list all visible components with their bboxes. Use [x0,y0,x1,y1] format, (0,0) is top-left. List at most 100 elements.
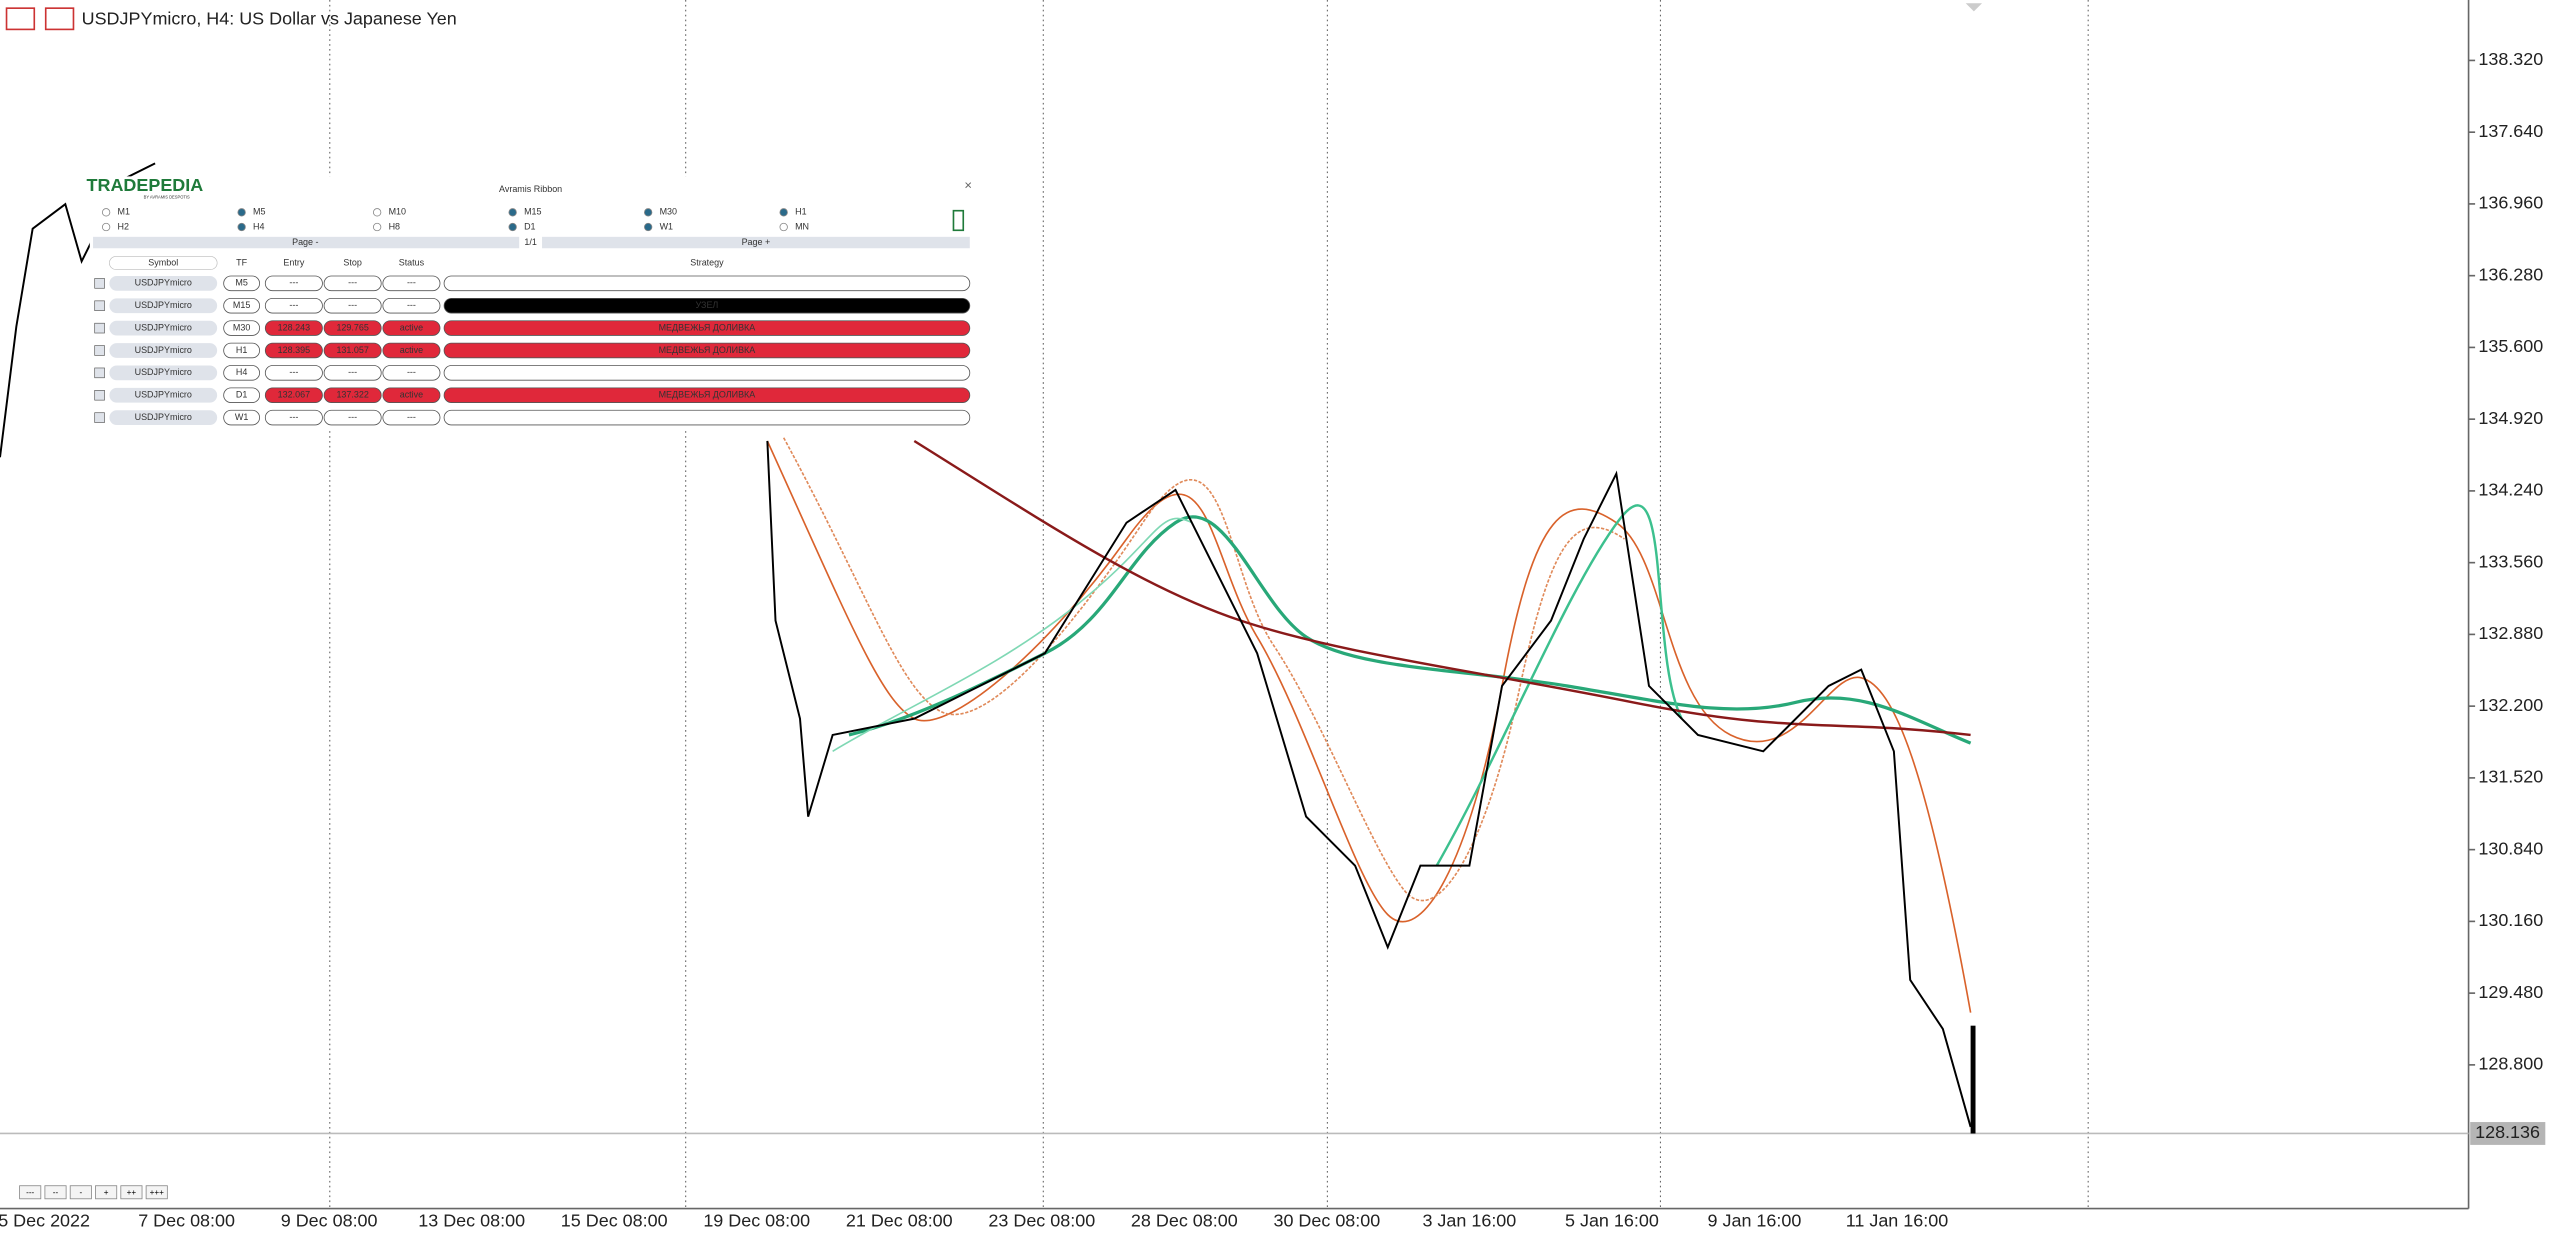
zoom-button-label[interactable]: -- [53,1188,59,1197]
menu-icon[interactable] [5,7,36,31]
row-icon[interactable] [94,322,105,334]
timeframe-radio[interactable] [101,208,111,217]
entry-text: --- [289,278,298,288]
page-next-button[interactable] [542,236,970,249]
timeframe-label[interactable]: D1 [524,221,535,231]
strategy-text: УЗЕЛ [696,300,719,310]
zoom-button-label[interactable]: + [104,1188,109,1197]
status-cell [382,365,441,381]
panel-close[interactable]: × [964,178,972,193]
zoom-button[interactable] [19,1185,42,1200]
symbol-cell [109,320,218,336]
timeframe-radio[interactable] [644,208,653,217]
toggle[interactable] [952,209,965,232]
symbol-text: USDJPYmicro [135,300,192,310]
stop-cell [323,320,382,336]
timeframe-label[interactable]: H4 [253,221,264,231]
tf-text: M5 [235,278,247,288]
strategy-text: МЕДВЕЖЬЯ ДОЛИВКА [659,390,756,400]
symbol-cell [109,410,218,425]
column-header: Stop [343,257,361,267]
row-icon[interactable] [94,412,105,423]
status-text: --- [407,300,416,310]
zoom-button-label[interactable]: --- [26,1188,34,1197]
tf-cell [223,320,260,336]
timeframe-label[interactable]: M5 [253,207,265,217]
column-header-box [109,256,218,270]
current-price-label: 128.136 [2475,1122,2540,1142]
timeframe-label[interactable]: H2 [118,221,129,231]
timeframe-radio[interactable] [779,222,788,232]
zoom-button-label[interactable]: +++ [150,1188,165,1197]
timeframe-label[interactable]: M30 [660,207,677,217]
page-prev-button[interactable] [93,236,520,249]
price-label: 132.200 [2478,695,2543,715]
status-text: --- [407,412,416,422]
stop-cell [323,365,382,381]
symbol-text: USDJPYmicro [135,367,192,377]
row-icon[interactable] [94,300,105,311]
timeframe-radio[interactable] [508,208,517,217]
axes: 138.320 137.640 136.960 136.280 135.600 134.9… [0,49,2543,1230]
tf-cell [223,275,260,292]
price-label: 128.800 [2478,1054,2543,1074]
timeframe-radio[interactable] [237,222,246,232]
timeframe-radio[interactable] [101,222,111,232]
stop-cell [323,409,382,426]
page-prev-label[interactable]: Page - [292,237,318,247]
price-label: 135.600 [2478,336,2543,356]
time-label: 30 Dec 08:00 [1273,1210,1380,1230]
tf-cell [223,297,260,314]
column-header: Strategy [690,257,724,267]
entry-cell [264,297,323,314]
zoom-button[interactable] [120,1185,143,1200]
timeframe-label[interactable]: W1 [660,221,673,231]
row-icon[interactable] [94,278,105,289]
status-cell [382,387,441,404]
symbol-text: USDJPYmicro [135,390,192,400]
timeframe-radio[interactable] [779,208,788,217]
column-header: Status [399,257,425,267]
row-icon[interactable] [94,390,105,401]
strategy-cell [443,365,971,381]
timeframe-label[interactable]: H1 [795,207,806,217]
stop-text: 131.057 [336,345,368,355]
timeframe-radio[interactable] [372,222,382,232]
status-text: active [400,322,423,332]
zoom-button[interactable] [44,1185,67,1200]
entry-text: --- [289,300,298,310]
panel-title: Avramis Ribbon [499,184,562,194]
current-price-box [2470,1122,2546,1145]
zoom-button[interactable] [95,1185,118,1200]
time-label: 15 Dec 08:00 [561,1210,668,1230]
zoom-button-label[interactable]: - [79,1188,82,1197]
row-icon[interactable] [94,367,105,379]
row-icon[interactable] [94,345,105,356]
timeframe-radio[interactable] [372,208,382,217]
stop-text: 137.322 [336,390,368,400]
entry-text: --- [289,412,298,422]
price-label: 132.880 [2478,623,2543,643]
price-label: 131.520 [2478,767,2543,787]
timeframe-label[interactable]: MN [795,221,809,231]
zoom-button-label[interactable]: ++ [127,1188,137,1197]
status-text: --- [407,278,416,288]
time-label: 5 Dec 2022 [0,1210,90,1230]
zoom-button[interactable] [145,1185,168,1200]
symbol-cell [109,276,218,291]
logo: TRADEPEDIA [87,175,204,195]
timeframe-radio[interactable] [508,222,517,232]
timeframe-radio[interactable] [644,222,653,232]
price-label: 130.840 [2478,838,2543,858]
price-label: 138.320 [2478,49,2543,69]
chart-icon[interactable] [44,7,75,31]
time-label: 21 Dec 08:00 [846,1210,953,1230]
timeframe-label[interactable]: H8 [389,221,400,231]
page-next-label[interactable]: Page + [742,237,771,247]
timeframe-radio[interactable] [237,208,246,217]
tf-cell [223,365,260,381]
timeframe-label[interactable]: M1 [118,207,130,217]
timeframe-label[interactable]: M10 [389,207,406,217]
timeframe-label[interactable]: M15 [524,207,541,217]
zoom-button[interactable] [69,1185,92,1200]
